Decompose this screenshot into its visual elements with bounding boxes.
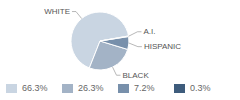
svg-text:WHITE: WHITE: [44, 7, 70, 16]
html-text:66.3%: 66.3%: [22, 83, 48, 93]
html-text:26.3%: 26.3%: [78, 83, 104, 93]
html-text:7.2%: 7.2%: [134, 83, 155, 93]
svg-text:BLACK: BLACK: [122, 71, 149, 80]
svg-text:HISPANIC: HISPANIC: [144, 42, 181, 51]
svg-text:A.I.: A.I.: [143, 27, 155, 36]
html-text:0.3%: 0.3%: [190, 83, 211, 93]
